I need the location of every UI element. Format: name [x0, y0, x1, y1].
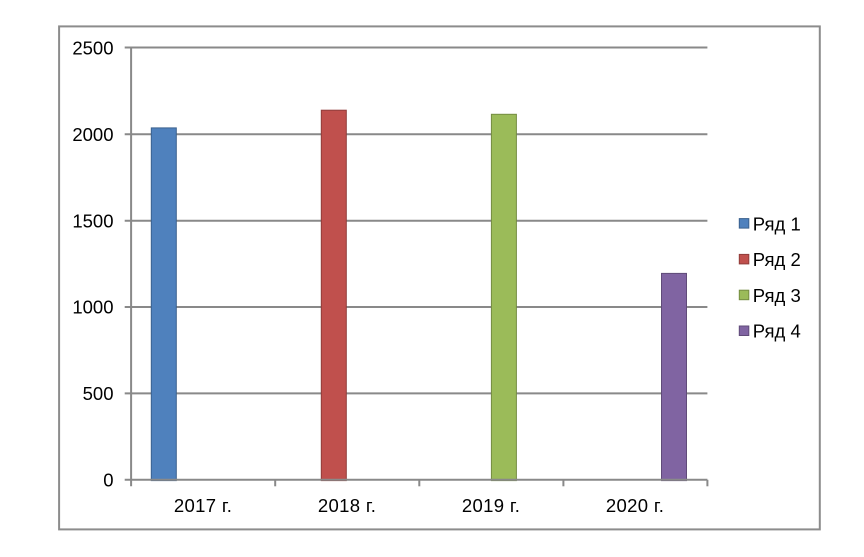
svg-text:2019 г.: 2019 г. — [462, 495, 520, 516]
svg-text:Ряд 4: Ряд 4 — [753, 321, 801, 342]
svg-text:1500: 1500 — [72, 210, 113, 231]
svg-text:2017 г.: 2017 г. — [174, 495, 232, 516]
svg-text:1000: 1000 — [72, 297, 113, 318]
svg-text:2020 г.: 2020 г. — [606, 495, 664, 516]
svg-text:Ряд 1: Ряд 1 — [753, 213, 801, 234]
svg-text:0: 0 — [103, 469, 113, 490]
svg-text:500: 500 — [83, 383, 114, 404]
svg-text:2500: 2500 — [72, 37, 113, 58]
svg-text:2000: 2000 — [72, 124, 113, 145]
svg-text:2018 г.: 2018 г. — [318, 495, 376, 516]
svg-text:Ряд 2: Ряд 2 — [753, 249, 801, 270]
svg-text:Ряд 3: Ряд 3 — [753, 285, 801, 306]
